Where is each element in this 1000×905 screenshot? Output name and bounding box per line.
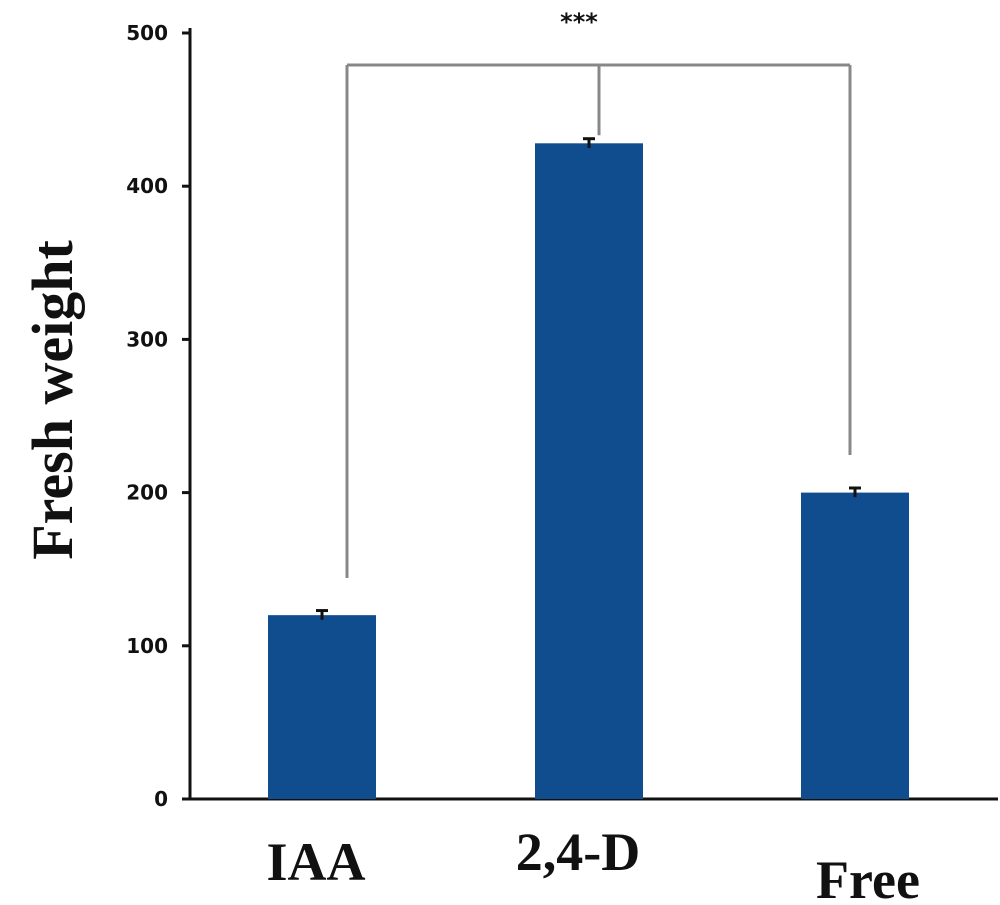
y-tick-label: 200 bbox=[126, 481, 168, 505]
x-tick-label: IAA bbox=[266, 832, 365, 892]
significance-label: *** bbox=[560, 8, 598, 36]
y-tick-label: 0 bbox=[154, 787, 168, 811]
bar bbox=[801, 492, 909, 799]
y-tick-label: 300 bbox=[126, 327, 168, 351]
y-tick-label: 100 bbox=[126, 634, 168, 658]
y-tick-label: 400 bbox=[126, 174, 168, 198]
y-axis-title: Fresh weight bbox=[20, 240, 85, 560]
x-tick-labels: IAA 2,4-D Free bbox=[266, 822, 919, 905]
bar bbox=[535, 143, 643, 799]
x-tick-label: 2,4-D bbox=[516, 822, 640, 882]
significance-bracket: *** bbox=[345, 8, 852, 578]
y-ticks: 0 100 200 300 400 500 bbox=[126, 21, 190, 811]
error-bars bbox=[316, 137, 861, 620]
bars bbox=[268, 143, 909, 799]
x-tick-label: Free bbox=[816, 850, 920, 905]
bar bbox=[268, 615, 376, 799]
y-tick-label: 500 bbox=[126, 21, 168, 45]
